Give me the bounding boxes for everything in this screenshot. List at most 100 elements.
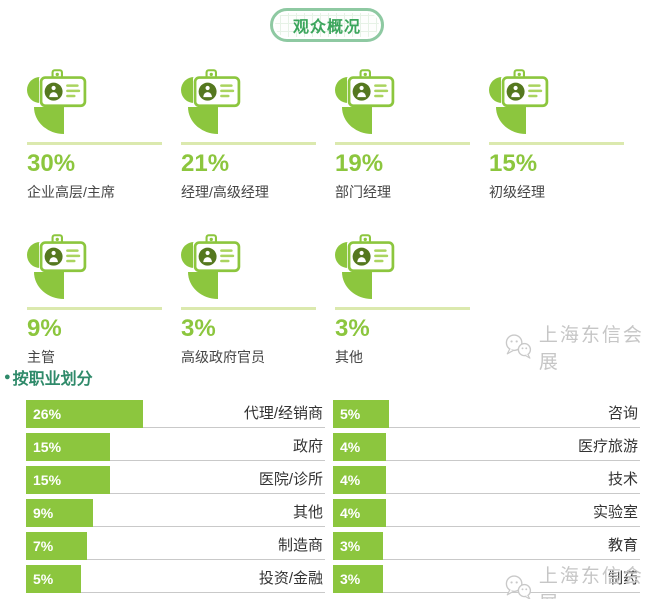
id-badge-icon <box>347 233 395 273</box>
bar-value: 4% <box>340 505 361 521</box>
stat-label: 经理/高级经理 <box>181 184 269 200</box>
bar-row: 15% 政府 <box>26 433 325 461</box>
stat-value: 3% <box>181 315 216 342</box>
bar-value: 3% <box>340 538 361 554</box>
pie-quarter-shape <box>342 107 372 134</box>
wechat-icon <box>503 332 534 362</box>
stat-divider <box>335 142 470 145</box>
bar-row: 9% 其他 <box>26 499 325 527</box>
bar-value: 26% <box>33 406 62 422</box>
id-badge-icon <box>193 233 241 273</box>
bar-label: 教育 <box>607 537 638 554</box>
id-badge-pie-icon <box>335 233 401 301</box>
stat-item: 3% 其他 <box>335 233 489 398</box>
occupation-bar-column-right: 5% 咨询 4% 医疗旅游 4% 技术 4% 实验室 3% 教育 3% 制药 <box>333 400 640 598</box>
pie-quarter-shape <box>34 272 64 299</box>
page-title-badge: 观众概况 <box>270 8 384 42</box>
stat-item: 21% 经理/高级经理 <box>181 68 335 233</box>
bar-row: 3% 教育 <box>333 532 640 560</box>
stat-divider <box>27 142 162 145</box>
id-badge-pie-icon <box>181 233 247 301</box>
id-badge-icon <box>39 68 87 108</box>
bar-row: 5% 投资/金融 <box>26 565 325 593</box>
pie-quarter-shape <box>342 272 372 299</box>
bar-label: 技术 <box>607 471 638 488</box>
stat-label: 主管 <box>27 349 55 365</box>
id-badge-icon <box>347 68 395 108</box>
bar: 3% <box>333 565 384 593</box>
bar-row: 4% 医疗旅游 <box>333 433 640 461</box>
bar: 5% <box>333 400 390 428</box>
pie-quarter-shape <box>188 107 218 134</box>
bar-label: 制药 <box>607 570 638 587</box>
watermark: 上海东信会展 <box>503 561 653 599</box>
watermark-text: 上海东信会展 <box>538 566 644 599</box>
stat-value: 3% <box>335 315 370 342</box>
bar-label: 代理/经销商 <box>243 405 323 422</box>
bar-value: 7% <box>33 538 54 554</box>
stat-divider <box>181 142 316 145</box>
stat-item: 30% 企业高层/主席 <box>27 68 181 233</box>
stat-divider <box>181 307 316 310</box>
bar-label: 医疗旅游 <box>577 438 638 455</box>
stat-value: 15% <box>489 150 538 177</box>
stat-value: 30% <box>27 150 76 177</box>
id-badge-pie-icon <box>489 68 555 136</box>
bar-row: 4% 技术 <box>333 466 640 494</box>
bar: 15% <box>26 433 111 461</box>
stat-label: 部门经理 <box>335 184 391 200</box>
audience-stats-grid: 30% 企业高层/主席 21% 经理/高级经理 19% 部门经理 <box>27 68 643 398</box>
id-badge-pie-icon <box>27 68 93 136</box>
bar-value: 5% <box>340 406 361 422</box>
id-badge-pie-icon <box>335 68 401 136</box>
occupation-section-title: 按职业划分 <box>12 371 93 388</box>
bullet-icon: ● <box>4 371 11 383</box>
bar-label: 实验室 <box>592 504 638 521</box>
pie-quarter-shape <box>34 107 64 134</box>
stat-divider <box>335 307 470 310</box>
stat-divider <box>27 307 162 310</box>
pie-quarter-shape <box>188 272 218 299</box>
bar: 5% <box>26 565 82 593</box>
bar: 4% <box>333 466 387 494</box>
stat-item: 9% 主管 <box>27 233 181 398</box>
stat-label: 其他 <box>335 349 363 365</box>
stat-label: 企业高层/主席 <box>27 184 115 200</box>
bar: 4% <box>333 433 387 461</box>
id-badge-icon <box>501 68 549 108</box>
stat-value: 19% <box>335 150 384 177</box>
stat-label: 初级经理 <box>489 184 545 200</box>
bar: 7% <box>26 532 87 560</box>
wechat-icon <box>503 573 534 599</box>
watermark: 上海东信会展 <box>503 320 653 374</box>
bar-row: 5% 咨询 <box>333 400 640 428</box>
bar: 3% <box>333 532 384 560</box>
pie-quarter-shape <box>496 107 526 134</box>
bar-value: 15% <box>33 472 62 488</box>
bar: 9% <box>26 499 93 527</box>
bar-row: 4% 实验室 <box>333 499 640 527</box>
bar-label: 医院/诊所 <box>258 471 323 488</box>
stat-item: 15% 初级经理 <box>489 68 643 233</box>
watermark-text: 上海东信会展 <box>538 325 644 373</box>
bar-row: 7% 制造商 <box>26 532 325 560</box>
occupation-bar-column-left: 26% 代理/经销商 15% 政府 15% 医院/诊所 9% 其他 7% 制造商… <box>26 400 325 598</box>
page-title: 观众概况 <box>292 19 361 36</box>
bar-label: 政府 <box>292 438 323 455</box>
id-badge-pie-icon <box>181 68 247 136</box>
stat-divider <box>489 142 624 145</box>
bar: 4% <box>333 499 387 527</box>
bar: 15% <box>26 466 111 494</box>
bar-value: 4% <box>340 472 361 488</box>
bar-row: 26% 代理/经销商 <box>26 400 325 428</box>
bar-label: 咨询 <box>607 405 638 422</box>
bar-row: 15% 医院/诊所 <box>26 466 325 494</box>
occupation-section-header: ● 按职业划分 <box>4 365 93 389</box>
bar-label: 投资/金融 <box>258 570 323 587</box>
bar-value: 9% <box>33 505 54 521</box>
stat-item: 19% 部门经理 <box>335 68 489 233</box>
id-badge-icon <box>39 233 87 273</box>
stat-value: 9% <box>27 315 62 342</box>
id-badge-icon <box>193 68 241 108</box>
id-badge-pie-icon <box>27 233 93 301</box>
